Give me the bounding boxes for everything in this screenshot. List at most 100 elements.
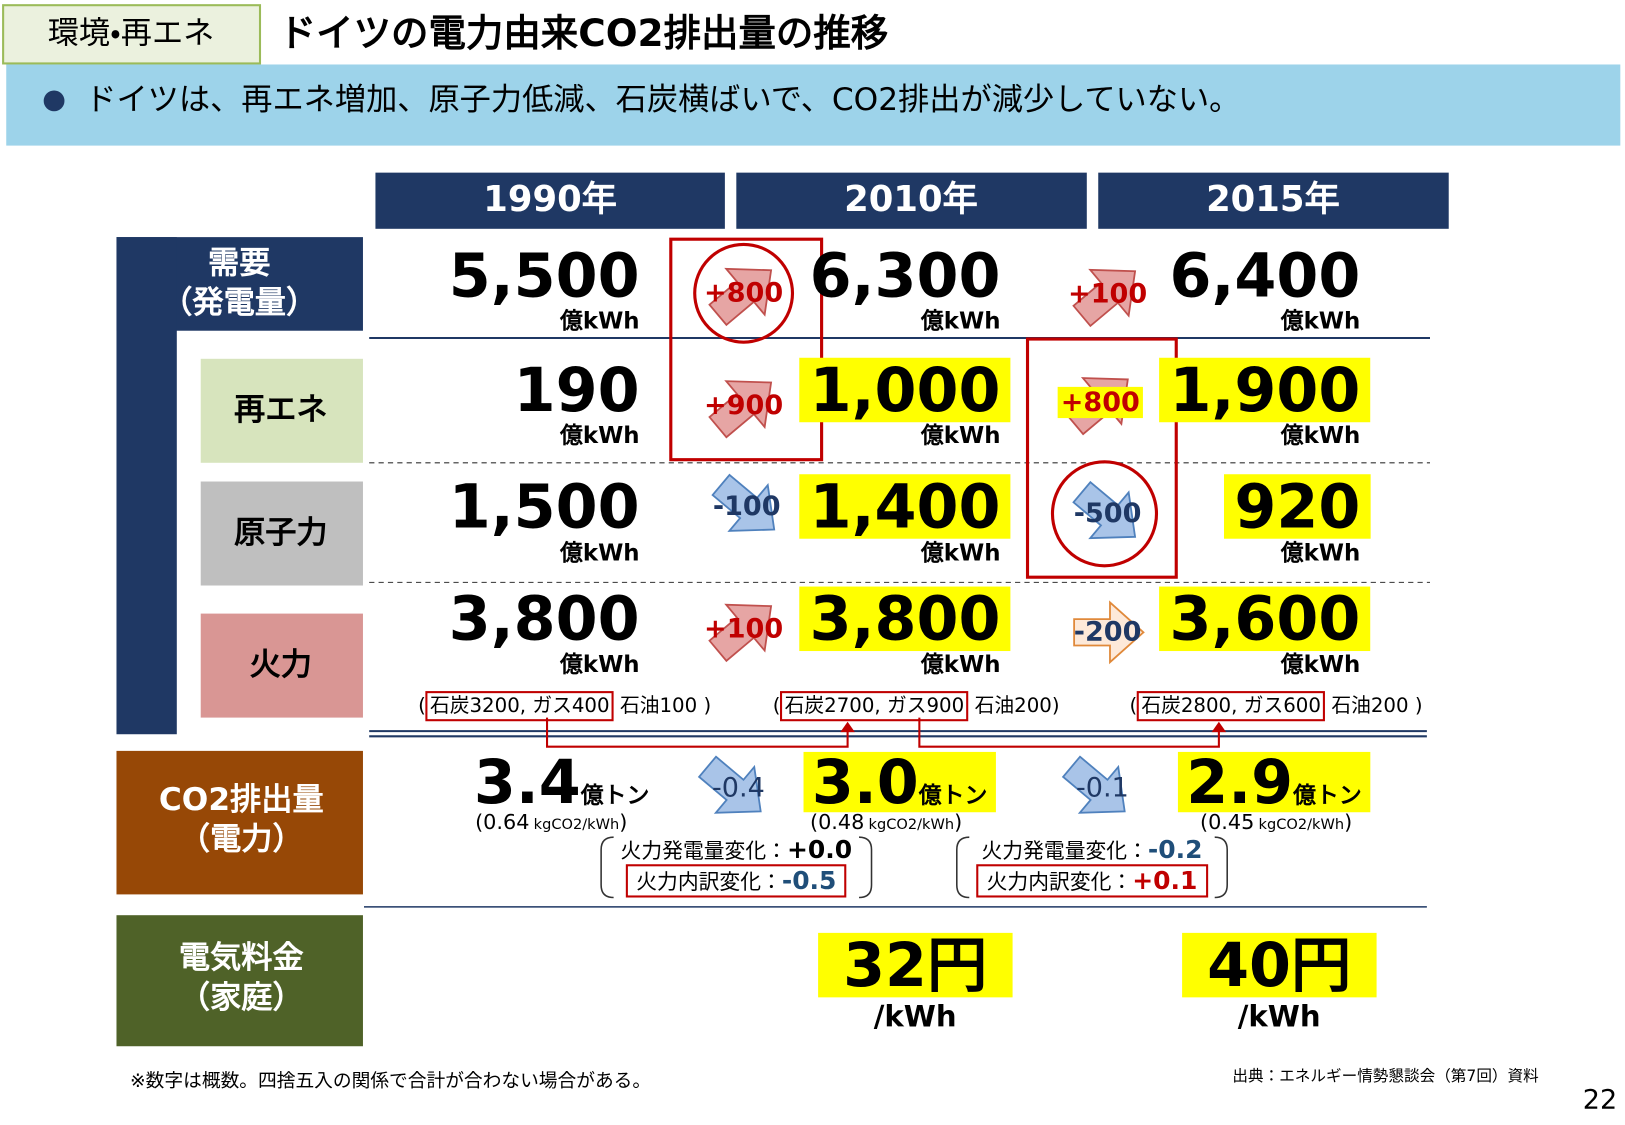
row-unit: 億kWh — [920, 652, 1001, 679]
change-label: -500 — [1073, 498, 1142, 530]
factor-value: +0.0 — [786, 835, 853, 865]
factor-value: +0.1 — [1132, 866, 1198, 896]
factor: 火力内訳変化： -0.5 — [625, 864, 847, 898]
year-header: 1990年 — [483, 178, 618, 221]
source: 出典：エネルギー情勢懇談会（第7回）資料 — [1232, 1066, 1539, 1086]
co2-value: 3.4 — [473, 746, 581, 818]
year-header: 2010年 — [844, 178, 978, 221]
co2-value-group: 3.0 億トン — [803, 752, 996, 813]
co2-change-arrow — [1061, 755, 1126, 814]
change-arrow — [708, 267, 773, 327]
intensity: (0.64 kgCO2/kWh) — [475, 811, 627, 832]
year-header: 2015年 — [1206, 178, 1340, 221]
row-unit: 億kWh — [1280, 308, 1361, 335]
co2-unit: 億トン — [1293, 783, 1362, 810]
co2-unit: 億トン — [918, 783, 988, 810]
row-unit: 億kWh — [920, 540, 1001, 567]
row-value: 920 — [1223, 474, 1371, 539]
intensity-unit: kgCO2/kWh — [533, 816, 620, 834]
factor: 火力発電量変化： +0.0 — [621, 837, 853, 862]
change-arrow — [1072, 480, 1137, 540]
bullet — [43, 90, 65, 112]
row-unit: 億kWh — [1280, 652, 1361, 679]
tag-box — [2, 4, 262, 65]
row-value: 1,500 — [448, 471, 640, 542]
factor-label: 火力内訳変化： — [986, 869, 1133, 895]
label-strip — [116, 237, 177, 735]
row-value: 5,500 — [448, 240, 640, 311]
change-arrow — [708, 380, 773, 439]
factor-value: -0.2 — [1147, 835, 1203, 865]
connector-head — [1211, 721, 1227, 733]
bracket — [956, 836, 1228, 899]
factor: 火力内訳変化： +0.1 — [976, 864, 1208, 898]
price-unit: /kWh — [873, 999, 957, 1034]
co2-label: （電力） — [178, 821, 304, 858]
row-value: 6,400 — [1169, 240, 1361, 311]
highlight-circle — [693, 242, 795, 344]
row-unit: 億kWh — [559, 652, 640, 679]
change-label: +100 — [1068, 278, 1148, 310]
row-value: 1,400 — [799, 474, 1011, 539]
price-unit: /kWh — [1237, 999, 1321, 1034]
row-value: 6,300 — [809, 240, 1001, 311]
row-value: 3,800 — [448, 583, 640, 655]
year-header-box — [1098, 172, 1449, 229]
summary-text: ドイツは、再エネ増加、原子力低減、石炭横ばいで、CO2排出が減少していない。 — [85, 82, 1241, 119]
footnote: ※数字は概数。四捨五入の関係で合計が合わない場合がある。 — [130, 1070, 652, 1092]
breakdown: (石炭2700, ガス900 石油200) — [772, 691, 1060, 722]
row-unit: 億kWh — [559, 423, 640, 450]
change-arrow — [1072, 268, 1137, 328]
breakdown-highlight: 石炭3200, ガス400 — [425, 691, 614, 722]
row-label: （発電量） — [161, 284, 318, 322]
connector — [918, 717, 1220, 748]
slide-title: ドイツの電力由来CO2排出量の推移 — [278, 12, 889, 56]
co2-change: -0.1 — [1076, 772, 1129, 804]
co2-change-arrow — [697, 755, 762, 814]
row-value: 190 — [513, 354, 640, 426]
year-header-box — [375, 172, 725, 229]
breakdown-open: ( — [772, 694, 781, 718]
row-label: 再エネ — [233, 392, 328, 429]
highlight-frame — [669, 237, 824, 462]
intensity: (0.48 kgCO2/kWh) — [810, 811, 962, 832]
intensity-close: ) — [619, 809, 628, 835]
co2-label: CO2排出量 — [158, 782, 324, 819]
intensity-unit: kgCO2/kWh — [1258, 816, 1345, 834]
row-value: 1,900 — [1159, 357, 1371, 423]
factor: 火力発電量変化： -0.2 — [982, 837, 1203, 862]
thermal-label-box — [200, 613, 363, 718]
row-unit: 億kWh — [920, 423, 1001, 450]
co2-value: 2.9 — [1186, 746, 1294, 818]
row-label: 原子力 — [233, 514, 328, 552]
factor-label: 火力発電量変化： — [981, 838, 1148, 864]
change-label: -200 — [1073, 616, 1142, 648]
price-value: 40円 — [1182, 932, 1377, 998]
breakdown-rest: 石油200) — [974, 694, 1060, 718]
nuclear-label-box — [200, 481, 363, 586]
breakdown: (石炭2800, ガス600 石油200 ) — [1129, 691, 1423, 722]
breakdown-rest: 石油100 ) — [619, 694, 712, 718]
breakdown-open: ( — [418, 694, 426, 718]
breakdown-open: ( — [1129, 694, 1138, 718]
factor-label: 火力発電量変化： — [620, 838, 787, 864]
change-label: +800 — [1057, 386, 1143, 419]
summary-band — [6, 64, 1621, 146]
factor-value: -0.5 — [781, 866, 837, 896]
co2-value-group: 2.9 億トン — [1177, 746, 1371, 818]
intensity-value: (0.64 — [475, 809, 530, 835]
breakdown-highlight: 石炭2800, ガス600 — [1137, 691, 1326, 722]
co2-label-box — [116, 750, 363, 895]
page-number: 22 — [1582, 1084, 1618, 1116]
row-unit: 億kWh — [559, 308, 640, 335]
renew-label-box — [200, 358, 363, 463]
row-unit: 億kWh — [1280, 423, 1361, 450]
intensity-unit: kgCO2/kWh — [868, 816, 955, 834]
price-label-box — [116, 915, 363, 1047]
highlight-frame — [1025, 337, 1178, 579]
change-arrow — [708, 603, 773, 663]
change-arrow — [1073, 600, 1145, 665]
